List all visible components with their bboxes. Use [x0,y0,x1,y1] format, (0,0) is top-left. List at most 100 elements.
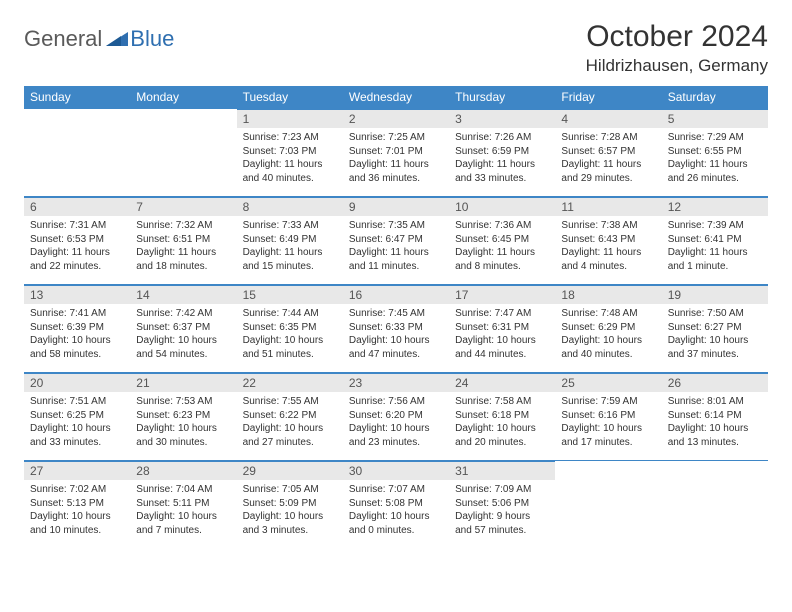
daylight-text-1: Daylight: 10 hours [243,334,337,348]
day-number: 18 [555,285,661,304]
calendar-cell: 20Sunrise: 7:51 AMSunset: 6:25 PMDayligh… [24,373,130,461]
sunset-text: Sunset: 6:47 PM [349,233,443,247]
daylight-text-1: Daylight: 11 hours [349,246,443,260]
daylight-text-2: and 18 minutes. [136,260,230,274]
daylight-text-2: and 15 minutes. [243,260,337,274]
day-details: Sunrise: 7:53 AMSunset: 6:23 PMDaylight:… [130,392,236,455]
day-details: Sunrise: 8:01 AMSunset: 6:14 PMDaylight:… [662,392,768,455]
calendar-cell: 11Sunrise: 7:38 AMSunset: 6:43 PMDayligh… [555,197,661,285]
sunrise-text: Sunrise: 7:07 AM [349,483,443,497]
day-details: Sunrise: 7:05 AMSunset: 5:09 PMDaylight:… [237,480,343,543]
sunset-text: Sunset: 6:31 PM [455,321,549,335]
daylight-text-1: Daylight: 10 hours [30,422,124,436]
sunrise-text: Sunrise: 7:50 AM [668,307,762,321]
weekday-header: Sunday [24,86,130,109]
daylight-text-2: and 22 minutes. [30,260,124,274]
sunset-text: Sunset: 6:33 PM [349,321,443,335]
daylight-text-2: and 51 minutes. [243,348,337,362]
daylight-text-1: Daylight: 11 hours [668,158,762,172]
daylight-text-2: and 40 minutes. [561,348,655,362]
sunrise-text: Sunrise: 7:31 AM [30,219,124,233]
daylight-text-2: and 33 minutes. [455,172,549,186]
triangle-icon [106,28,128,51]
daylight-text-1: Daylight: 10 hours [668,422,762,436]
day-number: 5 [662,109,768,128]
day-details: Sunrise: 7:25 AMSunset: 7:01 PMDaylight:… [343,128,449,191]
daylight-text-2: and 7 minutes. [136,524,230,538]
day-details: Sunrise: 7:28 AMSunset: 6:57 PMDaylight:… [555,128,661,191]
calendar-cell [555,461,661,549]
daylight-text-1: Daylight: 11 hours [136,246,230,260]
daylight-text-1: Daylight: 10 hours [349,510,443,524]
day-details: Sunrise: 7:55 AMSunset: 6:22 PMDaylight:… [237,392,343,455]
sunrise-text: Sunrise: 7:38 AM [561,219,655,233]
sunset-text: Sunset: 5:08 PM [349,497,443,511]
sunset-text: Sunset: 6:22 PM [243,409,337,423]
daylight-text-2: and 44 minutes. [455,348,549,362]
sunset-text: Sunset: 6:49 PM [243,233,337,247]
day-details: Sunrise: 7:02 AMSunset: 5:13 PMDaylight:… [24,480,130,543]
day-number: 9 [343,197,449,216]
calendar-cell: 23Sunrise: 7:56 AMSunset: 6:20 PMDayligh… [343,373,449,461]
sunrise-text: Sunrise: 7:23 AM [243,131,337,145]
daylight-text-1: Daylight: 11 hours [455,246,549,260]
day-number: 12 [662,197,768,216]
daylight-text-2: and 58 minutes. [30,348,124,362]
daylight-text-1: Daylight: 11 hours [455,158,549,172]
calendar-cell: 5Sunrise: 7:29 AMSunset: 6:55 PMDaylight… [662,109,768,197]
day-details: Sunrise: 7:29 AMSunset: 6:55 PMDaylight:… [662,128,768,191]
calendar-week-row: 13Sunrise: 7:41 AMSunset: 6:39 PMDayligh… [24,285,768,373]
day-number: 27 [24,461,130,480]
day-details: Sunrise: 7:38 AMSunset: 6:43 PMDaylight:… [555,216,661,279]
sunset-text: Sunset: 6:20 PM [349,409,443,423]
calendar-cell: 30Sunrise: 7:07 AMSunset: 5:08 PMDayligh… [343,461,449,549]
day-number: 17 [449,285,555,304]
day-details: Sunrise: 7:26 AMSunset: 6:59 PMDaylight:… [449,128,555,191]
day-number: 13 [24,285,130,304]
calendar-cell: 10Sunrise: 7:36 AMSunset: 6:45 PMDayligh… [449,197,555,285]
calendar-cell: 13Sunrise: 7:41 AMSunset: 6:39 PMDayligh… [24,285,130,373]
day-number: 2 [343,109,449,128]
day-number: 8 [237,197,343,216]
daylight-text-1: Daylight: 11 hours [561,246,655,260]
weekday-header: Saturday [662,86,768,109]
calendar-cell: 16Sunrise: 7:45 AMSunset: 6:33 PMDayligh… [343,285,449,373]
sunrise-text: Sunrise: 7:05 AM [243,483,337,497]
calendar-cell: 29Sunrise: 7:05 AMSunset: 5:09 PMDayligh… [237,461,343,549]
sunrise-text: Sunrise: 7:29 AM [668,131,762,145]
sunset-text: Sunset: 5:06 PM [455,497,549,511]
calendar-cell: 14Sunrise: 7:42 AMSunset: 6:37 PMDayligh… [130,285,236,373]
calendar-cell: 8Sunrise: 7:33 AMSunset: 6:49 PMDaylight… [237,197,343,285]
calendar-week-row: 6Sunrise: 7:31 AMSunset: 6:53 PMDaylight… [24,197,768,285]
calendar-cell: 4Sunrise: 7:28 AMSunset: 6:57 PMDaylight… [555,109,661,197]
daylight-text-2: and 30 minutes. [136,436,230,450]
month-title: October 2024 [586,20,768,54]
weekday-header-row: Sunday Monday Tuesday Wednesday Thursday… [24,86,768,109]
day-number: 31 [449,461,555,480]
calendar-cell: 6Sunrise: 7:31 AMSunset: 6:53 PMDaylight… [24,197,130,285]
daylight-text-2: and 37 minutes. [668,348,762,362]
day-number: 26 [662,373,768,392]
day-number: 16 [343,285,449,304]
daylight-text-2: and 1 minute. [668,260,762,274]
day-details: Sunrise: 7:45 AMSunset: 6:33 PMDaylight:… [343,304,449,367]
daylight-text-2: and 26 minutes. [668,172,762,186]
day-details: Sunrise: 7:35 AMSunset: 6:47 PMDaylight:… [343,216,449,279]
daylight-text-2: and 8 minutes. [455,260,549,274]
calendar-week-row: 1Sunrise: 7:23 AMSunset: 7:03 PMDaylight… [24,109,768,197]
calendar-cell: 21Sunrise: 7:53 AMSunset: 6:23 PMDayligh… [130,373,236,461]
calendar-cell [24,109,130,197]
day-number: 23 [343,373,449,392]
sunrise-text: Sunrise: 7:48 AM [561,307,655,321]
daylight-text-1: Daylight: 10 hours [668,334,762,348]
day-details: Sunrise: 7:36 AMSunset: 6:45 PMDaylight:… [449,216,555,279]
daylight-text-1: Daylight: 11 hours [668,246,762,260]
daylight-text-2: and 27 minutes. [243,436,337,450]
weekday-header: Friday [555,86,661,109]
day-details: Sunrise: 7:07 AMSunset: 5:08 PMDaylight:… [343,480,449,543]
sunrise-text: Sunrise: 7:26 AM [455,131,549,145]
calendar-cell: 17Sunrise: 7:47 AMSunset: 6:31 PMDayligh… [449,285,555,373]
day-number: 6 [24,197,130,216]
calendar-cell: 2Sunrise: 7:25 AMSunset: 7:01 PMDaylight… [343,109,449,197]
day-number: 19 [662,285,768,304]
